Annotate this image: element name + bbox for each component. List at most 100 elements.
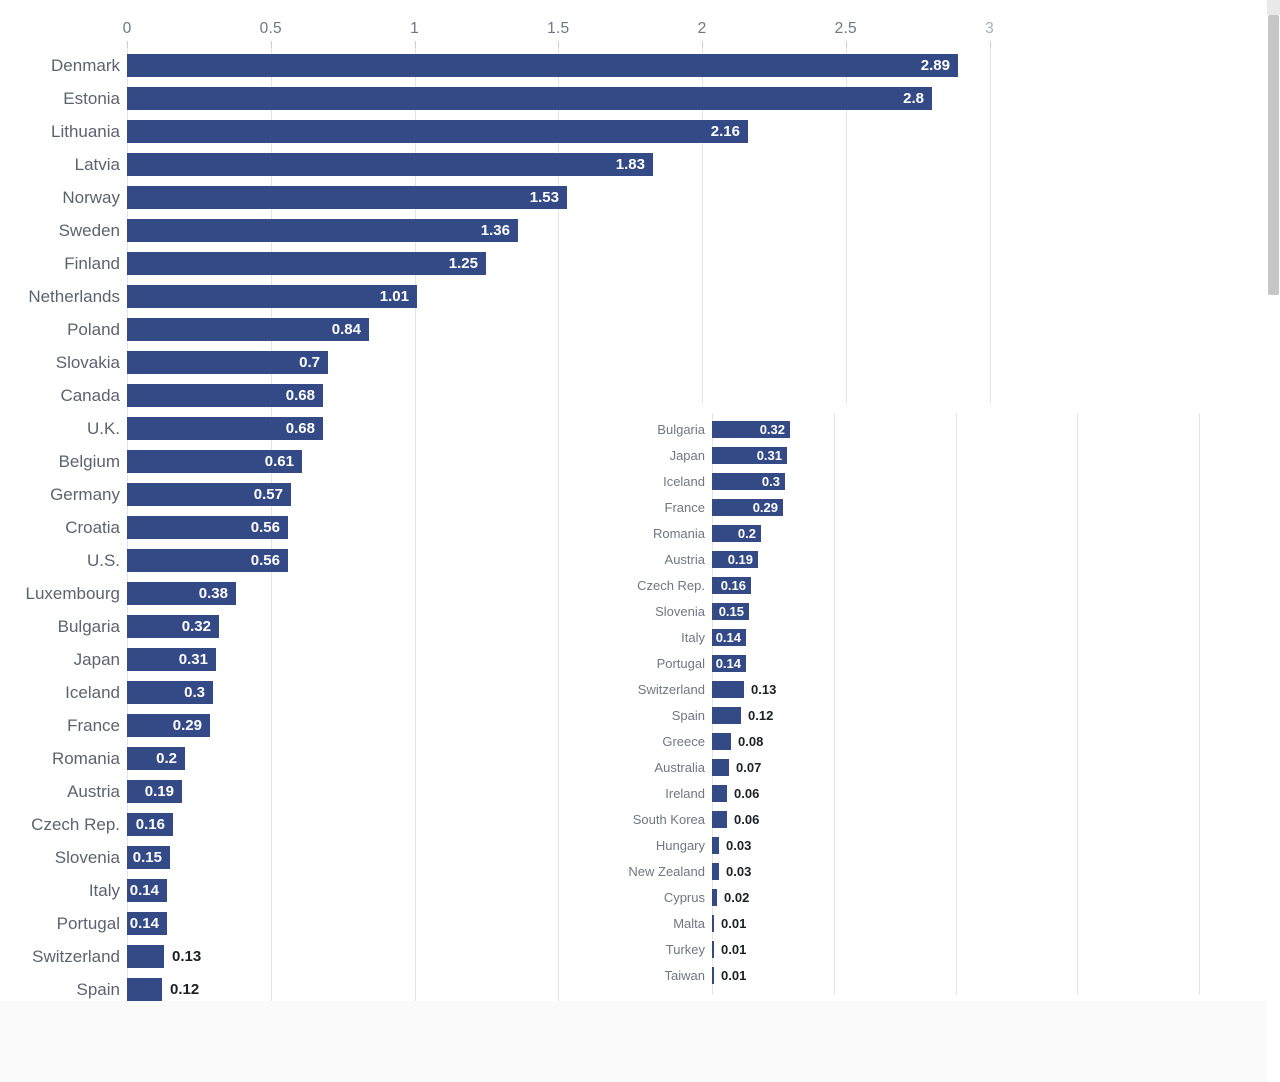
scrollbar-top-cap [1267,0,1280,15]
inset-bar-value-greece: 0.08 [738,734,764,749]
bar-label-slovenia: Slovenia [54,848,120,867]
inset-bar-value-australia: 0.07 [736,760,762,775]
bar-label-lithuania: Lithuania [50,122,120,141]
inset-bar-spain [712,707,741,724]
inset-bar-value-italy: 0.14 [715,630,741,645]
bar-label-romania: Romania [51,749,120,768]
inset-bar-new-zealand [712,863,719,880]
inset-bar-label-south-korea: South Korea [632,812,705,827]
inset-bar-romania: 0.2 [712,525,761,542]
inset-bar-switzerland [712,681,744,698]
inset-bar-label-slovenia: Slovenia [655,604,705,619]
bar-label-canada: Canada [60,386,120,405]
bar-label-spain: Spain [76,980,120,999]
bar-slovakia: 0.7 [127,351,328,374]
bar-value-latvia: 1.83 [615,156,645,173]
inset-bar-value-france: 0.29 [752,500,778,515]
inset-gridline-2 [1199,413,1200,995]
bar-belgium: 0.61 [127,450,302,473]
bar-slovenia: 0.15 [127,846,170,869]
bar-label-bulgaria: Bulgaria [57,617,120,636]
page-footer-background [0,1001,1267,1082]
inset-bar-czech-rep: 0.16 [712,577,751,594]
bar-value-slovakia: 0.7 [299,354,320,371]
bar-value-switzerland: 0.13 [172,948,202,965]
bar-label-norway: Norway [62,188,120,207]
axis-tick-label-0: 0 [122,20,132,37]
bar-label-estonia: Estonia [63,89,120,108]
inset-bar-label-austria: Austria [664,552,705,567]
inset-bar-slovenia: 0.15 [712,603,749,620]
bar-italy: 0.14 [127,879,167,902]
bar-norway: 1.53 [127,186,567,209]
inset-bar-label-turkey: Turkey [665,942,705,957]
gridline-1 [414,48,416,1001]
bar-label-switzerland: Switzerland [32,947,120,966]
inset-bar-value-spain: 0.12 [748,708,774,723]
bar-value-germany: 0.57 [253,486,283,503]
bar-switzerland [127,945,164,968]
inset-bar-value-taiwan: 0.01 [721,968,747,983]
bar-value-spain: 0.12 [170,981,200,998]
inset-bar-value-hungary: 0.03 [726,838,752,853]
bar-label-portugal: Portugal [56,914,120,933]
scrollbar[interactable] [1267,0,1280,1082]
inset-bar-value-iceland: 0.3 [761,474,780,489]
inset-bar-label-japan: Japan [669,448,705,463]
axis-tick-mark-1 [270,41,272,48]
gridline-1-5 [558,48,560,1001]
scrollbar-thumb[interactable] [1268,15,1279,295]
bar-label-slovakia: Slovakia [55,353,120,372]
inset-chart-panel: Bulgaria 0.32 Japan 0.31 Iceland 0.3 France 0.2… [618,403,1212,1001]
inset-bar-ireland [712,785,727,802]
bar-value-japan: 0.31 [178,651,208,668]
bar-value-norway: 1.53 [529,189,559,206]
bar-austria: 0.19 [127,780,182,803]
inset-bar-label-czech-rep: Czech Rep. [637,578,705,593]
bar-value-poland: 0.84 [331,321,361,338]
bar-value-sweden: 1.36 [480,222,510,239]
inset-bar-value-new-zealand: 0.03 [726,864,752,879]
inset-bar-value-romania: 0.2 [737,526,756,541]
inset-bar-label-taiwan: Taiwan [664,968,705,983]
inset-bar-value-south-korea: 0.06 [734,812,760,827]
bar-value-estonia: 2.8 [903,90,924,107]
bar-value-czech-rep: 0.16 [135,816,165,833]
bar-label-denmark: Denmark [51,56,120,75]
bar-netherlands: 1.01 [127,285,417,308]
inset-bar-label-australia: Australia [654,760,705,775]
bar-portugal: 0.14 [127,912,167,935]
inset-bar-cyprus [712,889,717,906]
bar-value-croatia: 0.56 [250,519,280,536]
inset-bar-austria: 0.19 [712,551,758,568]
bar-poland: 0.84 [127,318,369,341]
inset-bar-france: 0.29 [712,499,783,516]
bar-label-germany: Germany [50,485,120,504]
inset-bar-label-portugal: Portugal [656,656,705,671]
inset-bar-label-cyprus: Cyprus [663,890,705,905]
axis-tick-mark-6 [989,41,991,48]
inset-bar-taiwan [712,967,714,984]
bar-finland: 1.25 [127,252,486,275]
bar-croatia: 0.56 [127,516,288,539]
bar-value-austria: 0.19 [144,783,174,800]
axis-tick-mark-0 [127,41,128,48]
bar-value-finland: 1.25 [448,255,478,272]
inset-gridline-0 [712,413,713,995]
axis-tick-label-2: 1 [410,20,419,37]
inset-bar-label-romania: Romania [652,526,705,541]
bar-label-netherlands: Netherlands [28,287,120,306]
bar-label-finland: Finland [64,254,120,273]
inset-bar-label-greece: Greece [662,734,705,749]
bar-value-bulgaria: 0.32 [181,618,211,635]
axis-tick-label-4: 2 [697,20,707,37]
inset-bar-italy: 0.14 [712,629,746,646]
axis-tick-mark-5 [845,41,847,48]
inset-bar-hungary [712,837,719,854]
bar-label-france: France [67,716,120,735]
inset-bar-iceland: 0.3 [712,473,785,490]
bar-label-iceland: Iceland [65,683,120,702]
inset-bar-value-cyprus: 0.02 [724,890,750,905]
bar-iceland: 0.3 [127,681,213,704]
inset-bar-label-switzerland: Switzerland [637,682,705,697]
